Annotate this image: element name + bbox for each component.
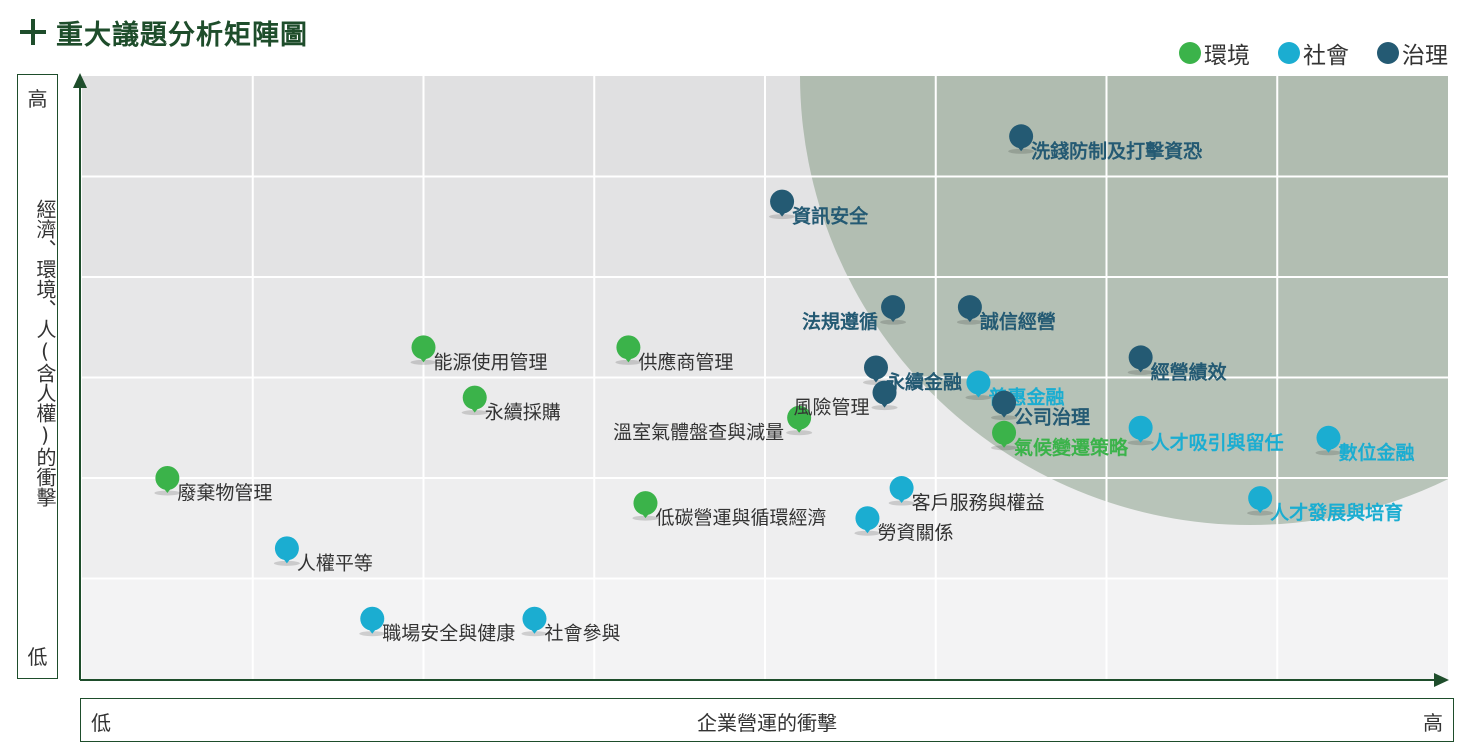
marker: [855, 506, 880, 531]
point-label: 永續採購: [485, 402, 561, 424]
marker: [770, 189, 795, 214]
point-label: 經營績效: [1151, 360, 1227, 383]
highlight-quadrant: [800, 76, 1448, 525]
data-point: 人才吸引與留任: [1127, 415, 1284, 454]
point-label: 人權平等: [297, 552, 373, 574]
x-axis-title: 企業營運的衝擊: [697, 711, 837, 735]
legend-label-social: 社會: [1303, 43, 1349, 69]
point-label: 勞資關係: [877, 522, 953, 544]
marker: [889, 476, 914, 501]
marker: [633, 491, 658, 516]
y-axis-low-label: 低: [27, 645, 48, 669]
marker: [1009, 124, 1034, 149]
point-label: 資訊安全: [792, 205, 869, 228]
point-label: 客戶服務與權益: [912, 492, 1045, 514]
data-point: 能源使用管理: [410, 335, 548, 373]
legend-dot-environment: [1179, 42, 1201, 64]
marker: [522, 606, 547, 631]
axes: [73, 73, 1449, 687]
data-point: 誠信經營: [956, 295, 1056, 333]
point-label: 誠信經營: [980, 310, 1056, 333]
data-point: 洗錢防制及打擊資恐: [1008, 124, 1202, 162]
y-axis-title: 經濟、環境、人(含人權)的衝擊: [33, 199, 57, 507]
point-label: 溫室氣體盤查與減量: [613, 422, 784, 444]
legend-label-governance: 治理: [1402, 43, 1448, 69]
point-label: 社會參與: [544, 623, 620, 645]
data-point: 職場安全與健康: [359, 606, 515, 645]
marker: [360, 606, 385, 631]
data-point: 數位金融: [1315, 425, 1414, 464]
point-label: 廢棄物管理: [177, 482, 272, 504]
marker: [616, 335, 641, 360]
x-axis-high-label: 高: [1423, 711, 1443, 735]
data-point: 人才發展與培育: [1247, 486, 1403, 524]
marker: [787, 405, 812, 430]
marker: [992, 390, 1017, 415]
point-label: 職場安全與健康: [382, 623, 515, 645]
x-axis-low-label: 低: [91, 711, 111, 735]
legend-item-environment: 環境: [1179, 36, 1250, 70]
x-axis-box: 低 企業營運的衝擊 高: [80, 698, 1454, 742]
legend-dot-social: [1278, 42, 1300, 64]
marker: [957, 295, 982, 320]
point-label: 人才吸引與留任: [1151, 431, 1284, 454]
marker: [411, 335, 436, 360]
point-label: 氣候變遷策略: [1014, 436, 1129, 459]
chart-title: 重大議題分析矩陣圖: [18, 14, 308, 51]
marker: [1128, 415, 1153, 440]
data-point: 勞資關係: [854, 506, 953, 544]
point-label: 數位金融: [1338, 441, 1414, 464]
chart-title-text: 重大議題分析矩陣圖: [56, 19, 308, 51]
legend: 環境 社會 治理: [1151, 36, 1448, 70]
point-label: 風險管理: [794, 397, 870, 419]
marker: [881, 295, 906, 320]
marker: [992, 420, 1017, 445]
data-point: 廢棄物管理: [154, 466, 272, 504]
data-point: 社會參與: [521, 606, 621, 645]
data-point: 溫室氣體盤查與減量: [613, 405, 813, 444]
data-point: 供應商管理: [615, 335, 733, 373]
x-axis-arrow: [1434, 673, 1449, 687]
legend-item-governance: 治理: [1377, 36, 1448, 70]
point-label: 供應商管理: [638, 350, 733, 373]
point-label: 永續金融: [885, 370, 962, 393]
marker: [863, 355, 888, 380]
plus-icon: [18, 17, 48, 47]
data-point: 人權平等: [273, 536, 373, 574]
legend-dot-governance: [1377, 42, 1399, 64]
data-point: 永續採購: [461, 385, 561, 424]
legend-item-social: 社會: [1278, 36, 1349, 70]
grid-lines: [82, 76, 1448, 679]
data-point: 法規遵循: [802, 295, 907, 333]
point-label: 能源使用管理: [434, 351, 548, 373]
marker: [462, 385, 487, 410]
data-point: 公司治理: [991, 390, 1090, 429]
data-point: 經營績效: [1127, 345, 1227, 383]
point-label: 洗錢防制及打擊資恐: [1031, 139, 1202, 162]
data-point: 低碳營運與循環經濟: [632, 491, 826, 529]
marker: [274, 536, 299, 561]
data-point: 風險管理: [794, 380, 898, 419]
point-label: 公司治理: [1014, 406, 1090, 429]
y-axis-box: 高 經濟、環境、人(含人權)的衝擊 低: [17, 74, 58, 679]
marker: [872, 380, 897, 405]
y-axis-high-label: 高: [27, 87, 48, 111]
point-label: 人才發展與培育: [1270, 501, 1403, 524]
marker: [1248, 486, 1273, 511]
point-label: 法規遵循: [802, 310, 878, 333]
y-axis-arrow: [73, 73, 87, 88]
marker: [1316, 425, 1341, 450]
legend-label-environment: 環境: [1204, 43, 1250, 69]
marker: [966, 370, 991, 395]
data-point: 資訊安全: [769, 189, 869, 228]
point-label: 低碳營運與循環經濟: [655, 507, 826, 529]
marker: [155, 466, 180, 490]
data-point: 客戶服務與權益: [888, 476, 1045, 514]
marker: [1128, 345, 1153, 370]
data-point: 氣候變遷策略: [991, 420, 1129, 459]
